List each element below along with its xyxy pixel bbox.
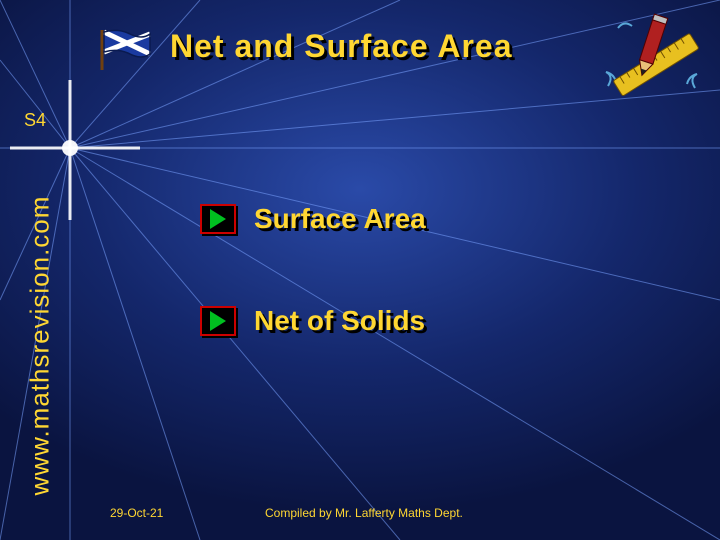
bullet-item-net-of-solids[interactable]: Net of Solids	[200, 305, 425, 337]
play-icon	[200, 306, 236, 336]
flag-icon	[98, 28, 153, 70]
level-label: S4	[24, 110, 46, 131]
sidebar-url: www.mathsrevision.com	[25, 186, 56, 506]
footer-date: 29-Oct-21	[110, 506, 163, 520]
play-icon	[200, 204, 236, 234]
bullet-label: Net of Solids	[254, 305, 425, 337]
slide: Net and Surface Area S4 www.mathsrevisio…	[0, 0, 720, 540]
slide-title: Net and Surface Area	[170, 28, 512, 65]
footer-compiled-by: Compiled by Mr. Lafferty Maths Dept.	[265, 506, 463, 520]
bullet-item-surface-area[interactable]: Surface Area	[200, 203, 426, 235]
bullet-label: Surface Area	[254, 203, 426, 235]
ruler-pencil-icon	[600, 8, 710, 108]
